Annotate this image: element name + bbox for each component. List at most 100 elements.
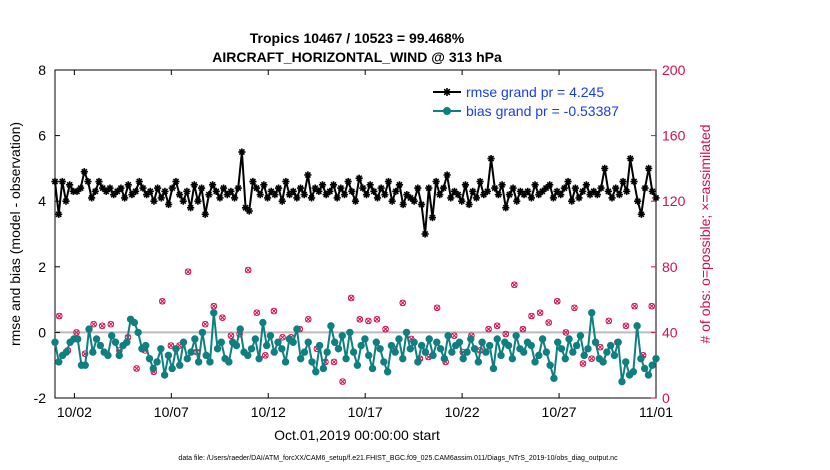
rmse-point — [344, 177, 352, 186]
rmse-point — [615, 191, 623, 199]
bias-point — [315, 341, 324, 350]
bias-point — [554, 338, 562, 346]
rmse-point — [282, 177, 290, 186]
bias-point — [361, 335, 369, 343]
obs-assimilated-point — [562, 329, 569, 336]
bias-point — [134, 328, 142, 337]
rmse-point — [582, 181, 590, 189]
bias-point — [391, 348, 399, 356]
rmse-point — [568, 197, 576, 205]
bias-point — [312, 368, 320, 376]
x-tick-label: 10/07 — [154, 404, 189, 420]
rmse-point — [652, 194, 660, 202]
bias-point — [319, 364, 328, 373]
x-tick-label: 10/27 — [542, 404, 577, 420]
rmse-point — [285, 191, 294, 199]
bias-point — [387, 341, 396, 350]
obs-possible-point — [201, 320, 209, 328]
bias-point — [572, 341, 581, 350]
obs-possible-point — [365, 317, 372, 325]
bias-point — [85, 325, 93, 333]
rmse-point — [194, 197, 202, 205]
bias-point — [236, 325, 244, 333]
rmse-point — [227, 187, 235, 195]
rmse-point — [88, 194, 96, 202]
bias-point — [168, 364, 176, 373]
bias-point — [470, 345, 479, 353]
bias-point — [157, 345, 165, 353]
bias-point — [281, 358, 290, 366]
obs-possible-point — [553, 297, 561, 305]
rmse-point — [355, 174, 363, 182]
rmse-point — [564, 177, 572, 186]
obs-possible-point — [528, 312, 535, 320]
bias-point — [485, 341, 494, 350]
obs-assimilated-point — [168, 342, 174, 349]
rmse-point — [469, 187, 477, 195]
rmse-point — [186, 204, 195, 212]
rmse-point — [524, 187, 532, 195]
rmse-point — [300, 191, 308, 199]
bias-point — [372, 338, 380, 346]
rmse-point — [161, 187, 169, 195]
rmse-point — [436, 191, 444, 199]
bias-point — [244, 351, 252, 360]
obs-assimilated-point — [597, 344, 604, 351]
obs-assimilated-point — [107, 321, 114, 328]
rmse-point — [219, 184, 228, 192]
bias-point — [51, 338, 59, 346]
rmse-point — [612, 184, 620, 192]
obs-assimilated-point — [537, 309, 543, 316]
rmse-point — [513, 197, 521, 205]
obs-assimilated-point — [451, 332, 458, 339]
rmse-point — [381, 191, 389, 199]
bias-point — [89, 348, 97, 356]
legend-bias-marker — [443, 107, 451, 115]
x-tick-label: 11/01 — [639, 404, 673, 420]
rmse-point — [447, 194, 455, 202]
bias-point — [96, 341, 105, 350]
obs-assimilated-point — [494, 322, 501, 329]
rmse-point — [348, 187, 356, 195]
rmse-point — [51, 177, 59, 186]
rmse-point — [619, 177, 627, 186]
rmse-point — [373, 194, 382, 202]
obs-possible-point — [622, 322, 630, 330]
legend-rmse-marker — [443, 88, 451, 96]
bias-point — [176, 361, 184, 369]
legend: rmse grand pr = 4.245 bias grand pr = -0… — [426, 77, 650, 123]
obs-possible-point — [210, 302, 218, 310]
rmse-point — [557, 191, 565, 199]
bias-point — [183, 354, 191, 363]
bias-point — [357, 341, 365, 350]
rmse-point — [113, 187, 121, 195]
obs-possible-point — [55, 312, 63, 320]
bias-point — [557, 345, 566, 353]
bias-series — [51, 309, 660, 386]
rmse-point — [623, 187, 631, 195]
bias-point — [399, 354, 407, 363]
rmse-point — [362, 191, 371, 199]
rmse-point — [494, 191, 503, 199]
obs-possible-point — [485, 325, 492, 333]
y-right-tick-label: 40 — [662, 324, 678, 340]
bias-point — [535, 351, 543, 360]
obs-possible-point — [579, 360, 587, 367]
bias-point — [164, 351, 173, 360]
rmse-point — [388, 197, 396, 205]
obs-possible-point — [98, 322, 106, 330]
obs-possible-point — [433, 304, 441, 312]
rmse-point — [289, 187, 297, 195]
rmse-point — [465, 200, 473, 209]
bias-point — [217, 338, 226, 346]
bias-point — [308, 358, 316, 366]
rmse-point — [84, 177, 92, 186]
bias-point — [463, 348, 471, 356]
rmse-point — [597, 184, 605, 192]
rmse-point — [190, 181, 198, 189]
bias-point — [599, 358, 607, 366]
obs-possible-point — [133, 365, 140, 372]
bias-point — [637, 354, 645, 363]
rmse-point — [641, 184, 649, 192]
rmse-point — [249, 177, 257, 186]
